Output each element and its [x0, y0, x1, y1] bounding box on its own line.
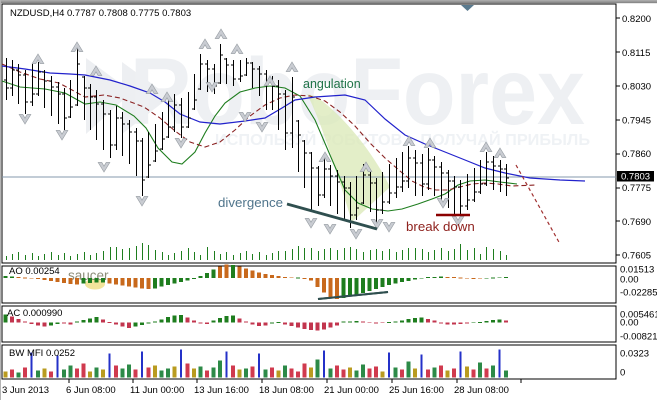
svg-text:BW MFI 0.0252: BW MFI 0.0252 [9, 348, 75, 359]
svg-text:0.00: 0.00 [620, 275, 639, 286]
svg-text:AO 0.00254: AO 0.00254 [9, 266, 60, 277]
svg-text:0.00: 0.00 [620, 318, 639, 329]
svg-text:0.8115: 0.8115 [622, 48, 650, 59]
svg-text:11 Jun 00:00: 11 Jun 00:00 [130, 385, 184, 396]
svg-text:0.8200: 0.8200 [622, 14, 651, 25]
svg-text:18 Jun 08:00: 18 Jun 08:00 [259, 385, 314, 396]
svg-text:0.7605: 0.7605 [622, 251, 651, 262]
svg-text:angulation: angulation [303, 77, 361, 91]
svg-text:AC 0.000990: AC 0.000990 [7, 308, 62, 319]
svg-text:6 Jun 08:00: 6 Jun 08:00 [66, 385, 116, 396]
svg-text:25 Jun 16:00: 25 Jun 16:00 [389, 385, 444, 396]
svg-text:0.7945: 0.7945 [622, 115, 651, 126]
svg-text:-0.02285: -0.02285 [620, 288, 657, 299]
svg-text:13 Jun 16:00: 13 Jun 16:00 [194, 385, 249, 396]
svg-text:0.7775: 0.7775 [622, 183, 651, 194]
svg-text:NZDUSD,H4 0.7787 0.7808 0.777: NZDUSD,H4 0.7787 0.7808 0.7775 0.7803 [10, 8, 191, 19]
svg-text:0: 0 [620, 368, 625, 379]
svg-text:break down: break down [406, 219, 475, 234]
svg-text:0.0323: 0.0323 [620, 349, 649, 360]
svg-text:divergence: divergence [218, 195, 283, 210]
svg-text:0.7803: 0.7803 [621, 172, 650, 183]
svg-text:3 Jun 2013: 3 Jun 2013 [2, 385, 49, 396]
svg-text:0.7860: 0.7860 [622, 149, 651, 160]
svg-text:28 Jun 08:00: 28 Jun 08:00 [454, 385, 509, 396]
svg-text:0.8030: 0.8030 [622, 82, 651, 93]
svg-text:-0.00821: -0.00821 [620, 332, 657, 343]
svg-text:21 Jun 00:00: 21 Jun 00:00 [324, 385, 379, 396]
svg-text:0.7690: 0.7690 [622, 217, 651, 228]
